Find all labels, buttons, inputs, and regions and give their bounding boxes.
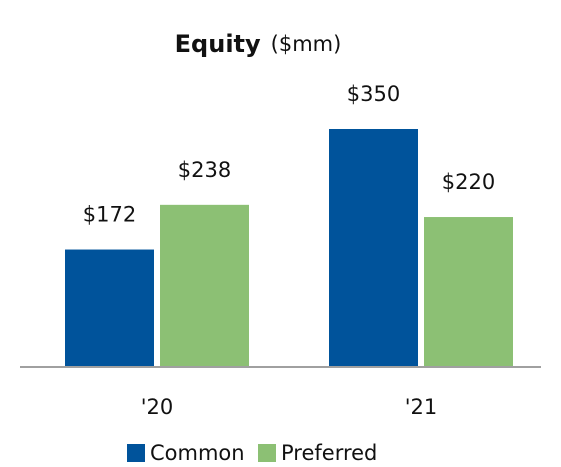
chart-title: Equity [175, 30, 261, 58]
legend-swatch [127, 444, 145, 462]
value-label: $220 [442, 170, 495, 194]
bar [65, 249, 154, 366]
value-label: $350 [347, 82, 400, 106]
bar [424, 217, 513, 366]
x-tick-label: '21 [405, 395, 438, 419]
legend-label: Preferred [281, 441, 377, 465]
chart-subtitle: ($mm) [271, 32, 342, 56]
value-label: $172 [83, 203, 136, 227]
legend-label: Common [150, 441, 245, 465]
chart-title-group: Equity ($mm) [175, 30, 342, 58]
legend-swatch [258, 444, 276, 462]
x-tick-label: '20 [141, 395, 174, 419]
bar [160, 204, 249, 366]
bar [329, 129, 418, 366]
value-label: $238 [178, 158, 231, 182]
